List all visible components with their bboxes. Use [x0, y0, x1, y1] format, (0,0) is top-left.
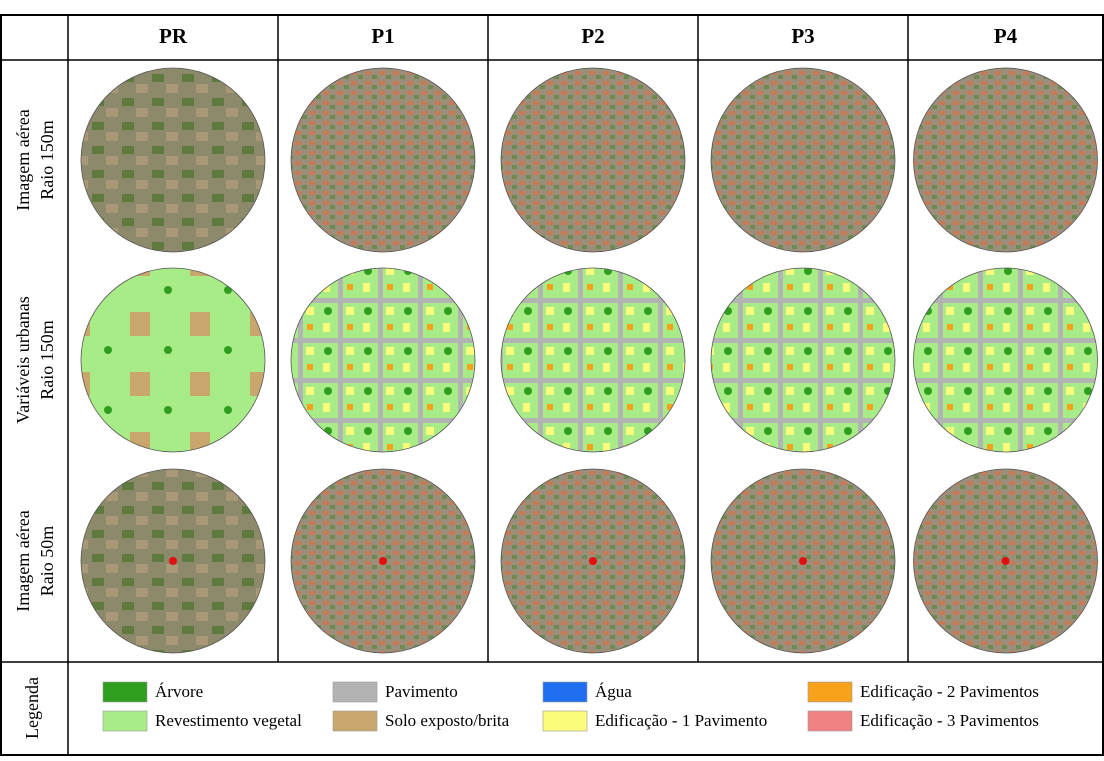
- aerial-circle: [80, 67, 266, 253]
- map-circle: [913, 267, 1098, 453]
- column-header: P4: [994, 24, 1018, 48]
- legend-swatch: [542, 710, 588, 732]
- row-label: Imagem aérea: [13, 510, 33, 611]
- map-circle: [710, 267, 896, 453]
- map-circle: [80, 267, 266, 453]
- center-point: [799, 557, 807, 565]
- legend-label: Revestimento vegetal: [155, 711, 302, 730]
- aerial-circle: [913, 67, 1098, 253]
- map-circle: [290, 267, 476, 453]
- map-circle: [500, 267, 686, 453]
- aerial-circle: [290, 67, 476, 253]
- column-header: P2: [581, 24, 604, 48]
- legend-label: Edificação - 3 Pavimentos: [860, 711, 1039, 730]
- legend-label: Edificação - 1 Pavimento: [595, 711, 767, 730]
- row-label: Variáveis urbanas: [13, 296, 33, 423]
- column-header: P1: [371, 24, 394, 48]
- legend-swatch: [542, 681, 588, 703]
- row-label: Raio 50m: [37, 526, 57, 597]
- legend-label: Solo exposto/brita: [385, 711, 510, 730]
- center-point: [1001, 557, 1010, 565]
- column-header: PR: [159, 24, 188, 48]
- legend-swatch: [332, 681, 378, 703]
- row-label: Raio 150m: [37, 320, 57, 400]
- center-point: [589, 557, 597, 565]
- legend-swatch: [807, 681, 853, 703]
- table-grid: [0, 14, 1104, 756]
- legend-label: Edificação - 2 Pavimentos: [860, 682, 1039, 701]
- aerial-circle: [500, 67, 686, 253]
- center-point: [169, 557, 177, 565]
- legend-swatch: [102, 681, 148, 703]
- legend-label: Pavimento: [385, 682, 458, 701]
- image-cells: [80, 67, 1098, 654]
- legend-swatch: [332, 710, 378, 732]
- center-point: [379, 557, 387, 565]
- legend-label: Árvore: [155, 682, 203, 701]
- legend-swatch: [807, 710, 853, 732]
- column-header: P3: [791, 24, 814, 48]
- legend-label: Água: [595, 682, 632, 701]
- legend-title: Legenda: [22, 677, 42, 739]
- legend-swatch: [102, 710, 148, 732]
- row-label: Imagem aérea: [13, 109, 33, 210]
- aerial-circle: [710, 67, 896, 253]
- table-border: [0, 14, 1104, 756]
- row-label: Raio 150m: [37, 120, 57, 200]
